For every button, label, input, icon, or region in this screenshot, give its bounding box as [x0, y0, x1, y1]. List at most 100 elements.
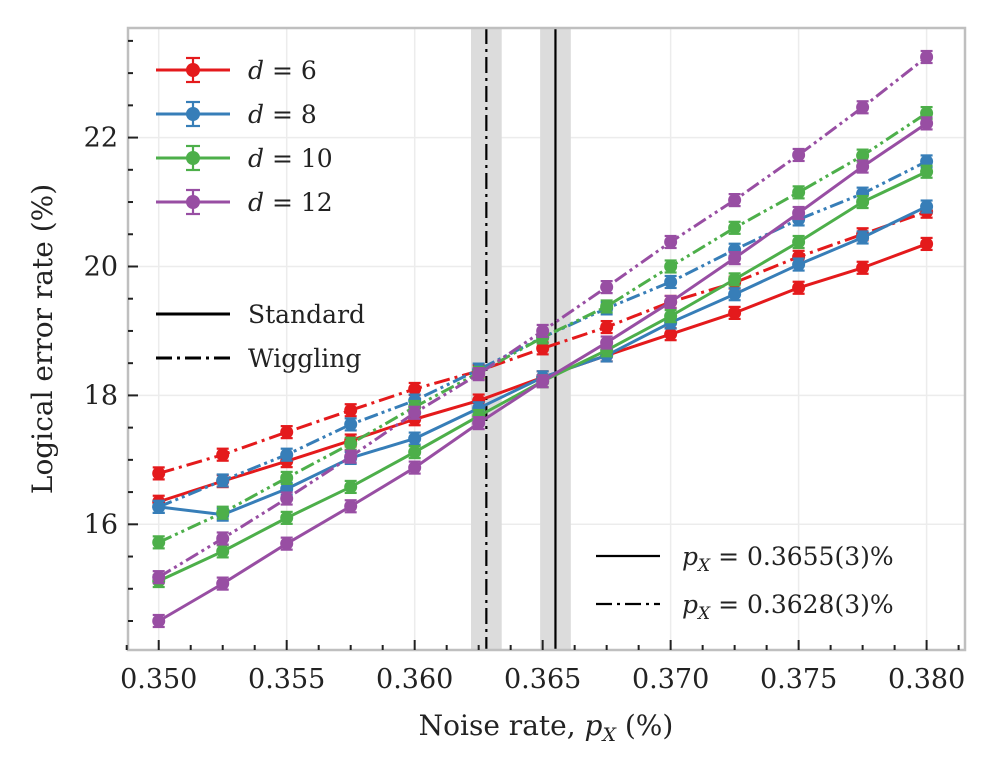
data-point — [664, 235, 678, 249]
data-point — [152, 614, 166, 628]
legend-marker — [186, 63, 200, 77]
data-point — [536, 341, 550, 355]
data-point — [792, 235, 806, 249]
data-point — [792, 258, 806, 272]
data-point — [856, 100, 870, 114]
data-point — [664, 275, 678, 289]
data-point — [600, 320, 614, 334]
data-point — [280, 511, 294, 525]
data-point — [664, 295, 678, 309]
series-d12-standard — [152, 116, 934, 629]
data-point — [216, 531, 230, 545]
legend-label: Standard — [248, 300, 365, 329]
legend-entry-threshold: pX = 0.3628(3)% — [596, 590, 894, 624]
plot-series — [152, 49, 934, 629]
x-tick-label: 0.380 — [888, 664, 965, 695]
data-point — [344, 499, 358, 513]
data-point — [408, 445, 422, 459]
data-point — [344, 417, 358, 431]
data-point — [664, 259, 678, 273]
data-point — [216, 577, 230, 591]
data-point — [152, 535, 166, 549]
data-point — [856, 230, 870, 244]
legend-label: d = 6 — [248, 56, 317, 85]
legend-marker — [186, 195, 200, 209]
data-point — [536, 324, 550, 338]
x-tick-label: 0.360 — [376, 664, 453, 695]
data-point — [472, 416, 486, 430]
data-point — [280, 471, 294, 485]
data-point — [664, 327, 678, 341]
y-tick-label: 20 — [84, 251, 118, 282]
y-tick-label: 18 — [84, 380, 118, 411]
data-point — [856, 149, 870, 163]
legend-entry-threshold: pX = 0.3655(3)% — [596, 542, 894, 576]
data-point — [920, 200, 934, 214]
data-point — [216, 473, 230, 487]
y-tick-label: 16 — [84, 509, 118, 540]
plot-frame — [126, 26, 967, 652]
data-point — [408, 432, 422, 446]
legend-label: pX = 0.3655(3)% — [682, 542, 894, 576]
data-point — [792, 206, 806, 220]
data-point — [344, 437, 358, 451]
data-point — [280, 492, 294, 506]
data-point — [920, 116, 934, 130]
x-tick-label: 0.350 — [120, 664, 197, 695]
data-point — [408, 406, 422, 420]
legend-label: d = 10 — [248, 144, 333, 173]
x-axis-title: Noise rate, pX (%) — [419, 709, 674, 746]
legend-marker — [186, 107, 200, 121]
x-tick-label: 0.375 — [760, 664, 837, 695]
legend-marker — [186, 151, 200, 165]
legend-label: d = 12 — [248, 188, 333, 217]
data-point — [920, 237, 934, 251]
y-axis-title: Logical error rate (%) — [26, 184, 59, 494]
data-point — [152, 500, 166, 514]
legend-label: Wiggling — [248, 344, 361, 373]
series-d12-wiggling — [152, 49, 934, 585]
threshold-lines — [485, 28, 557, 650]
legend-label: pX = 0.3628(3)% — [682, 590, 894, 624]
legend-entry-wiggling: Wiggling — [156, 344, 361, 373]
ticks — [125, 39, 960, 650]
data-point — [728, 287, 742, 301]
data-point — [280, 537, 294, 551]
data-point — [408, 382, 422, 396]
data-point — [216, 506, 230, 520]
data-point — [536, 374, 550, 388]
x-tick-label: 0.355 — [248, 664, 325, 695]
data-point — [728, 221, 742, 235]
legend-entry-d6: d = 6 — [156, 56, 317, 85]
data-point — [408, 461, 422, 475]
legend-entry-d10: d = 10 — [156, 144, 333, 173]
legend-entry-d12: d = 12 — [156, 188, 333, 217]
legend-entry-standard: Standard — [156, 300, 365, 329]
data-point — [856, 261, 870, 275]
data-point — [344, 480, 358, 494]
data-point — [792, 185, 806, 199]
y-tick-label: 22 — [84, 123, 118, 154]
data-point — [856, 160, 870, 174]
data-point — [728, 193, 742, 207]
legend-style: Standard Wiggling — [156, 300, 365, 373]
data-point — [216, 544, 230, 558]
data-point — [472, 367, 486, 381]
data-point — [280, 448, 294, 462]
data-point — [152, 466, 166, 480]
data-point — [920, 165, 934, 179]
data-point — [344, 403, 358, 417]
legend-entry-d8: d = 8 — [156, 100, 317, 129]
data-point — [600, 336, 614, 350]
data-point — [920, 50, 934, 64]
data-point — [728, 306, 742, 320]
data-point — [344, 450, 358, 464]
tick-labels: 0.350 0.355 0.360 0.365 0.370 0.375 0.380 16 18 2… — [84, 123, 966, 695]
legend-distance: d = 6 d = 8 d = 10 d = 12 — [156, 56, 333, 217]
x-tick-label: 0.365 — [504, 664, 581, 695]
data-point — [216, 448, 230, 462]
data-point — [728, 272, 742, 286]
legend-label: d = 8 — [248, 100, 317, 129]
data-point — [600, 299, 614, 313]
